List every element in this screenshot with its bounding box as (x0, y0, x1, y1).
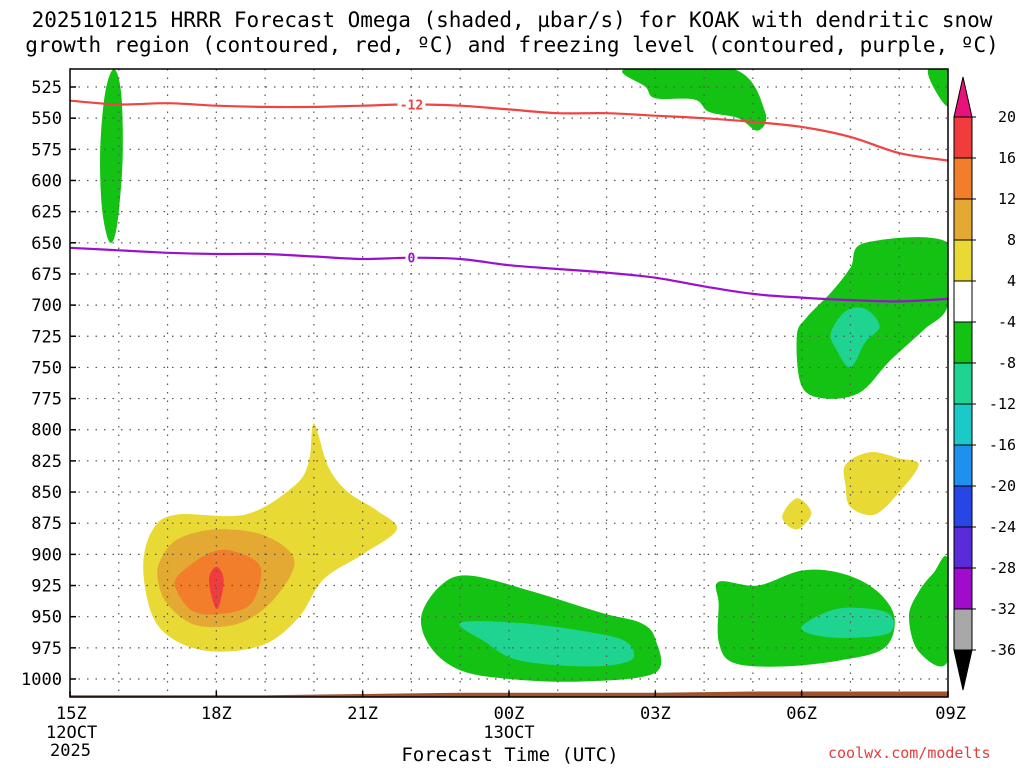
x-tick-label: 06Z (786, 704, 817, 724)
omega-shading (100, 69, 948, 682)
colorbar-label: -36 (989, 641, 1016, 659)
colorbar-block (953, 362, 973, 405)
colorbar-block (953, 403, 973, 446)
y-tick-label: 900 (31, 545, 62, 565)
colorbar-block (953, 444, 973, 487)
y-tick-label: 575 (31, 140, 62, 160)
y-tick-label: 850 (31, 483, 62, 503)
y-tick-label: 975 (31, 639, 62, 659)
x-tick-date: 12OCT (46, 723, 97, 743)
colorbar-top-arrow (953, 76, 973, 118)
colorbar-block (953, 239, 973, 282)
colorbar-block (953, 608, 973, 651)
y-tick-label: 600 (31, 171, 62, 191)
colorbar-label: -12 (989, 395, 1016, 413)
credit-text: coolwx.com/modelts (828, 744, 991, 762)
y-tick-label: 775 (31, 390, 62, 410)
x-tick-date: 13OCT (483, 723, 534, 743)
y-tick-label: 550 (31, 109, 62, 129)
y-tick-label: 675 (31, 265, 62, 285)
y-tick-label: 700 (31, 296, 62, 316)
colorbar-label: 8 (1007, 231, 1016, 249)
x-axis-label: Forecast Time (UTC) (401, 744, 619, 766)
colorbar-label: -4 (998, 313, 1016, 331)
contour-label: -12 (400, 98, 423, 113)
x-tick-label: 00Z (494, 704, 525, 724)
colorbar-bottom-arrow (953, 649, 973, 691)
colorbar-label: 16 (998, 149, 1016, 167)
colorbar-label: -20 (989, 477, 1016, 495)
omega-neg4-upper-left (100, 69, 123, 243)
contour-label-bg (405, 250, 418, 265)
omega-neg8-bottom-mid (459, 621, 635, 667)
y-tick-label: 950 (31, 608, 62, 628)
x-tick-year: 2025 (50, 741, 91, 761)
colorbar-block (953, 321, 973, 364)
omega-neg8-right-mid (830, 307, 880, 368)
contour-line (69, 246, 949, 303)
colorbar-label: -8 (998, 354, 1016, 372)
colorbar-label: 4 (1007, 272, 1016, 290)
colorbar-label: -24 (989, 518, 1016, 536)
omega-neg4-edge-right (909, 555, 948, 667)
y-tick-label: 625 (31, 203, 62, 223)
colorbar-label: -28 (989, 559, 1016, 577)
colorbar-block (953, 157, 973, 200)
colorbar-label: -16 (989, 436, 1016, 454)
title-line-1: 2025101215 HRRR Forecast Omega (shaded, … (31, 8, 993, 32)
y-tick-label: 825 (31, 452, 62, 472)
omega-neg8-bottom-right (801, 607, 894, 638)
colorbar-label: 12 (998, 190, 1016, 208)
y-tick-label: 525 (31, 78, 62, 98)
contour-label: 0 (408, 252, 416, 267)
chart-title: 2025101215 HRRR Forecast Omega (shaded, … (0, 8, 1024, 58)
omega-pos4-small-a (782, 498, 812, 530)
plot-axes: 525 550 575 600 625 650 675 700 725 750 775 800 825 8… (21, 68, 966, 761)
omega-pos4-small-b (843, 452, 919, 516)
colorbar-block (953, 567, 973, 610)
y-tick-label: 1000 (21, 670, 62, 690)
x-tick-label: 21Z (347, 704, 378, 724)
omega-neg4-top-right-a (622, 69, 767, 131)
y-tick-label: 750 (31, 358, 62, 378)
omega-neg4-top-right-b (927, 69, 948, 107)
colorbar: 20 16 12 8 4 -4 -8 -12 -16 -20 -24 -28 -32 -36 (953, 76, 1016, 691)
colorbar-block (953, 280, 973, 323)
contour-line (69, 99, 949, 162)
y-tick-label: 875 (31, 514, 62, 534)
y-tick-label: 725 (31, 327, 62, 347)
x-tick-label: 09Z (935, 704, 966, 724)
colorbar-label: 20 (998, 108, 1016, 126)
colorbar-block (953, 485, 973, 528)
omega-neg4-bottom-right (715, 569, 895, 667)
y-tick-label: 925 (31, 577, 62, 597)
contour-label-bg (397, 97, 426, 112)
grid-lines (70, 69, 948, 697)
x-tick-label: 15Z (56, 704, 87, 724)
contour-lines: -12 0 (69, 97, 949, 303)
colorbar-label: -32 (989, 600, 1016, 618)
colorbar-block (953, 198, 973, 241)
y-tick-label: 800 (31, 421, 62, 441)
colorbar-block (953, 116, 973, 159)
x-tick-label: 18Z (201, 704, 232, 724)
title-line-2: growth region (contoured, red, ºC) and f… (25, 33, 999, 57)
colorbar-block (953, 526, 973, 569)
x-tick-label: 03Z (640, 704, 671, 724)
y-tick-label: 650 (31, 234, 62, 254)
